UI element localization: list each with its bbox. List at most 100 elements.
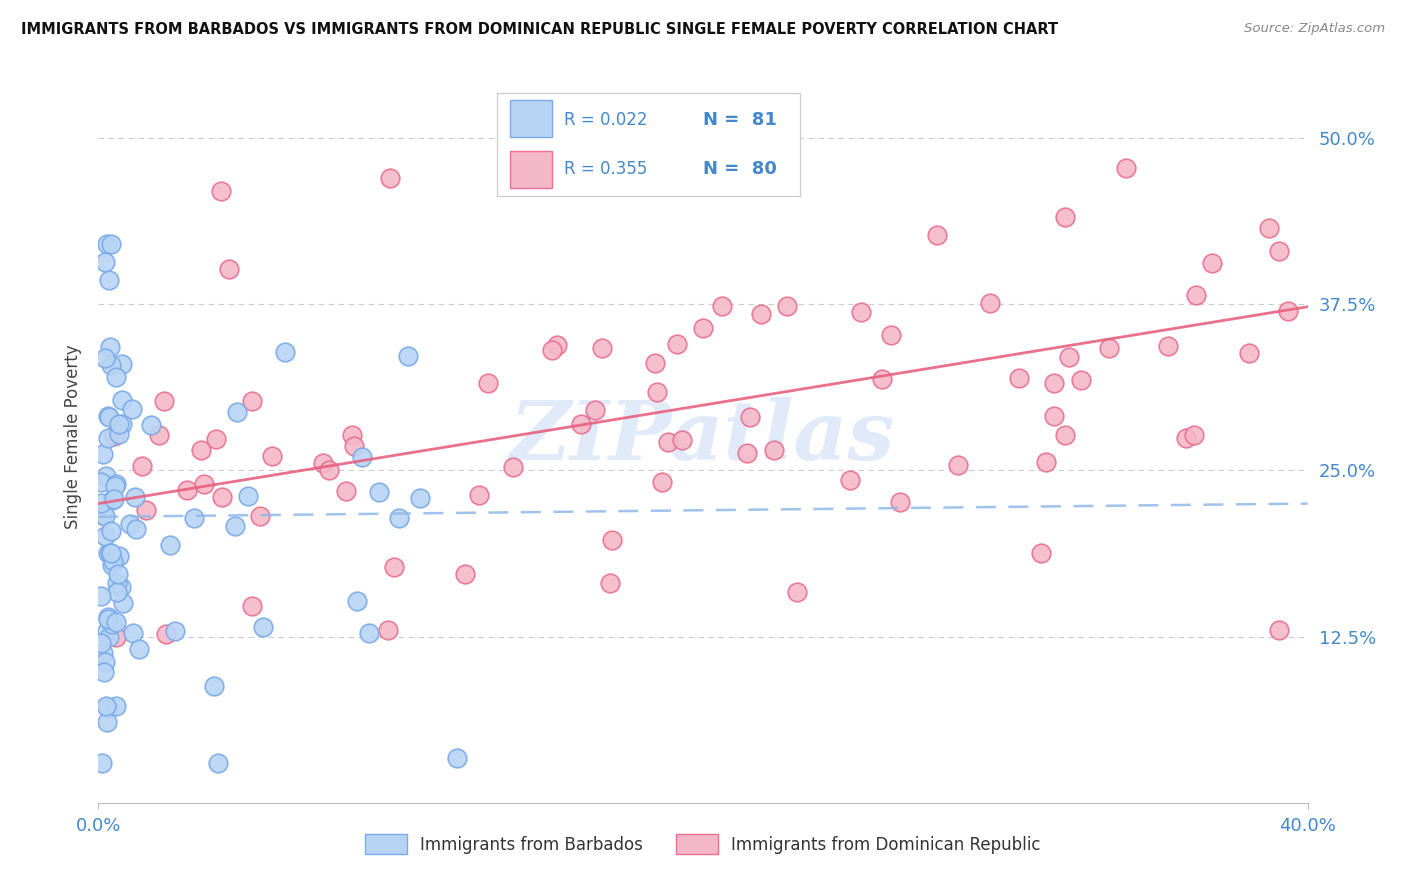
- Point: [105, 369, 128, 384]
- Point: [101, 551, 124, 566]
- Point: [124, 490, 146, 504]
- Point: [152, 394, 174, 409]
- Point: [148, 427, 170, 442]
- Text: ZIPatlas: ZIPatlas: [510, 397, 896, 477]
- Point: [312, 457, 335, 471]
- Point: [1053, 428, 1076, 442]
- Point: [1268, 623, 1291, 637]
- Point: [107, 417, 129, 432]
- Point: [111, 393, 134, 408]
- Point: [776, 299, 799, 313]
- Legend: Immigrants from Barbados, Immigrants from Dominican Republic: Immigrants from Barbados, Immigrants fro…: [359, 828, 1047, 860]
- Point: [193, 477, 215, 491]
- Point: [1184, 288, 1206, 302]
- Point: [101, 616, 124, 631]
- Point: [838, 474, 860, 488]
- Y-axis label: Single Female Poverty: Single Female Poverty: [65, 345, 83, 529]
- Point: [104, 479, 127, 493]
- Point: [870, 372, 893, 386]
- Point: [382, 560, 405, 574]
- Point: [657, 434, 679, 449]
- Point: [740, 409, 762, 424]
- Point: [1267, 244, 1289, 258]
- Point: [94, 351, 117, 365]
- Point: [131, 459, 153, 474]
- Point: [541, 343, 564, 358]
- Text: IMMIGRANTS FROM BARBADOS VS IMMIGRANTS FROM DOMINICAN REPUBLIC SINGLE FEMALE POV: IMMIGRANTS FROM BARBADOS VS IMMIGRANTS F…: [21, 22, 1059, 37]
- Point: [97, 409, 120, 423]
- Point: [110, 580, 132, 594]
- Point: [569, 417, 592, 431]
- Point: [880, 328, 903, 343]
- Point: [388, 510, 411, 524]
- Point: [209, 184, 232, 198]
- Point: [91, 508, 114, 523]
- Point: [100, 546, 122, 560]
- Point: [692, 321, 714, 335]
- Point: [96, 624, 118, 638]
- Point: [249, 509, 271, 524]
- Point: [120, 517, 142, 532]
- Point: [159, 538, 181, 552]
- Point: [93, 665, 115, 679]
- Point: [94, 468, 117, 483]
- Point: [226, 405, 249, 419]
- Point: [97, 609, 120, 624]
- Point: [90, 475, 112, 489]
- Point: [946, 458, 969, 472]
- Point: [104, 477, 127, 491]
- Point: [889, 494, 911, 508]
- Point: [91, 647, 114, 661]
- Point: [107, 566, 129, 581]
- Point: [454, 566, 477, 581]
- Point: [335, 483, 357, 498]
- Point: [224, 518, 246, 533]
- Point: [104, 698, 127, 713]
- Point: [111, 417, 134, 432]
- Point: [121, 402, 143, 417]
- Point: [644, 356, 666, 370]
- Point: [90, 756, 112, 770]
- Point: [1277, 304, 1299, 318]
- Point: [735, 446, 758, 460]
- Point: [90, 496, 112, 510]
- Point: [139, 418, 162, 433]
- Point: [176, 483, 198, 498]
- Point: [583, 402, 606, 417]
- Point: [343, 439, 366, 453]
- Point: [409, 491, 432, 506]
- Point: [105, 585, 128, 599]
- Point: [1053, 210, 1076, 224]
- Point: [94, 255, 117, 269]
- Point: [97, 273, 120, 287]
- Point: [786, 584, 808, 599]
- Point: [1098, 341, 1121, 355]
- Point: [357, 625, 380, 640]
- Point: [105, 576, 128, 591]
- Point: [121, 626, 143, 640]
- Point: [749, 307, 772, 321]
- Point: [318, 462, 340, 476]
- Point: [90, 636, 112, 650]
- Point: [90, 589, 112, 603]
- Point: [377, 623, 399, 637]
- Point: [91, 446, 114, 460]
- Point: [155, 627, 177, 641]
- Point: [183, 510, 205, 524]
- Point: [849, 304, 872, 318]
- Point: [98, 340, 121, 354]
- Point: [135, 502, 157, 516]
- Point: [1182, 428, 1205, 442]
- Point: [645, 384, 668, 399]
- Point: [165, 624, 187, 638]
- Point: [97, 630, 120, 644]
- Point: [600, 533, 623, 547]
- Point: [240, 599, 263, 614]
- Point: [762, 443, 785, 458]
- Point: [97, 410, 120, 425]
- Point: [1035, 455, 1057, 469]
- Point: [599, 575, 621, 590]
- Point: [211, 490, 233, 504]
- Point: [111, 357, 134, 371]
- Point: [125, 523, 148, 537]
